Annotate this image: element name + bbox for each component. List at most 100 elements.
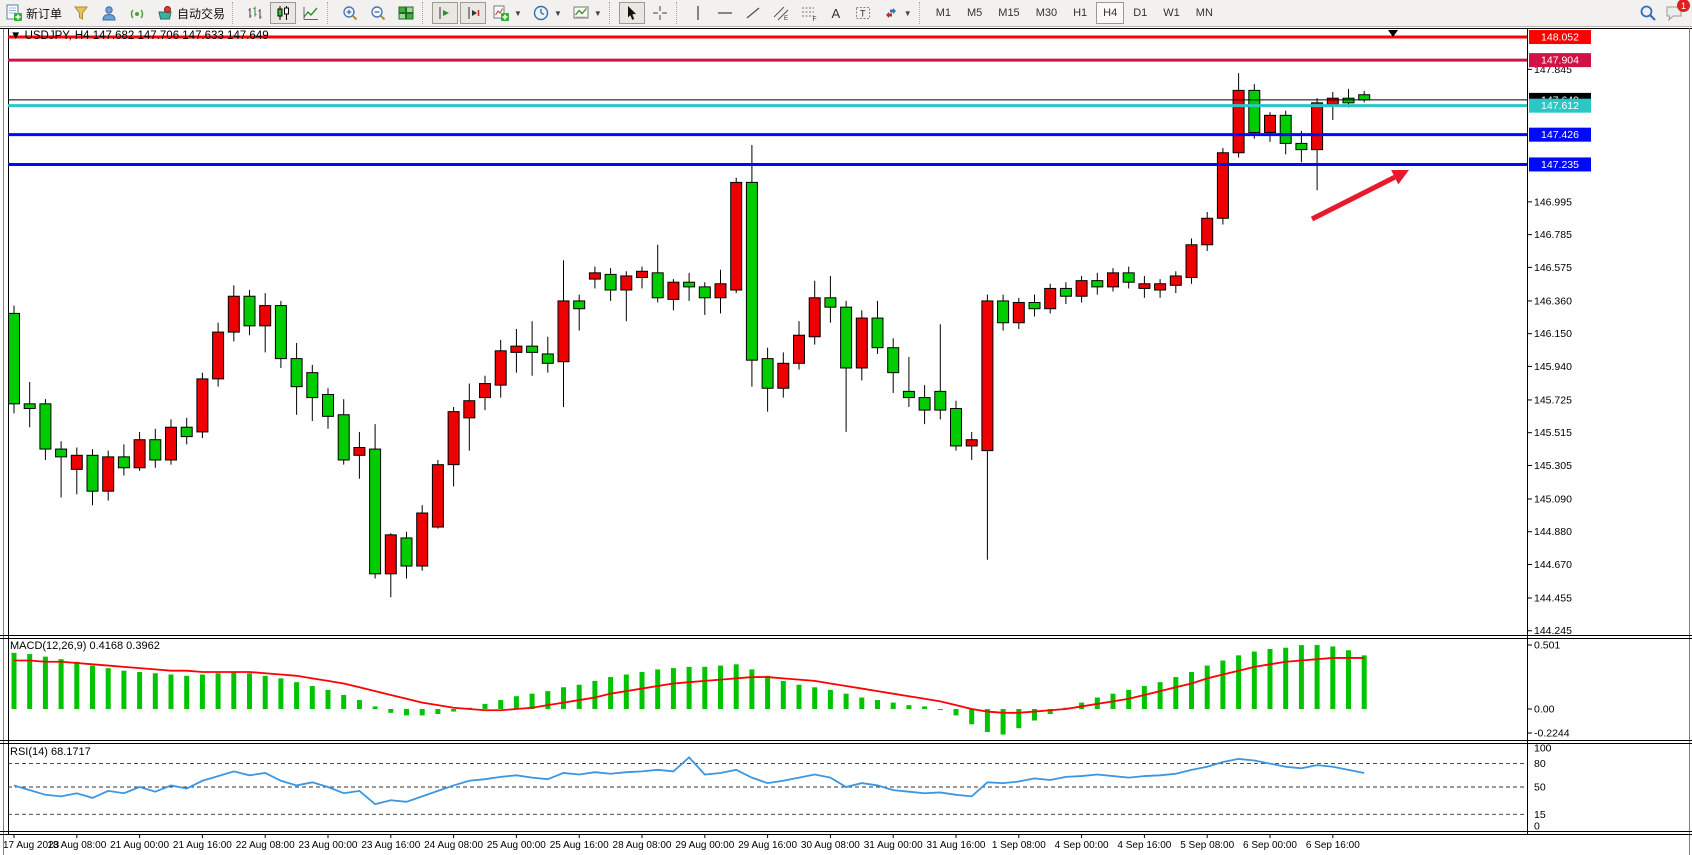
macd-histogram-bar	[859, 697, 865, 709]
chart-window: ▼ USDJPY, H4 147.682 147.706 147.633 147…	[0, 27, 1692, 855]
macd-histogram-bar	[1032, 709, 1037, 721]
candlestick-mode-button[interactable]	[270, 2, 297, 24]
candle-body	[918, 397, 931, 411]
auto-scroll-button[interactable]	[432, 2, 459, 24]
horizontal-line-tool-button[interactable]	[712, 2, 738, 24]
zoom-out-button[interactable]	[365, 2, 391, 24]
candle-body	[1342, 97, 1355, 104]
trendline-tool-button[interactable]	[740, 2, 766, 24]
candle-body	[604, 273, 617, 291]
macd-histogram-bar	[325, 689, 331, 709]
timeframe-m15[interactable]: M15	[998, 7, 1020, 19]
chart-shift-marker[interactable]	[1388, 30, 1398, 37]
candle-body	[1185, 244, 1198, 279]
trendline-icon	[746, 7, 760, 19]
chart-shift-button[interactable]	[460, 2, 487, 24]
zoom-in-button[interactable]	[337, 2, 363, 24]
price-badge	[1529, 30, 1591, 45]
time-axis-label: 6 Sep 00:00	[1243, 840, 1297, 851]
timeframe-m1[interactable]: M1	[935, 7, 951, 19]
timeframe-h1[interactable]: H1	[1073, 7, 1088, 19]
macd-histogram-bar	[58, 659, 64, 709]
ohlc-bars-icon	[248, 6, 262, 19]
price-badge	[1529, 157, 1591, 172]
new-order-button[interactable]: 新订单	[1, 2, 66, 24]
candle-body	[384, 534, 397, 575]
timeframe-d1[interactable]: D1	[1133, 7, 1148, 19]
toolbar-separator	[422, 2, 429, 24]
time-axis-label: 18 Aug 08:00	[47, 840, 106, 851]
indicators-button[interactable]: ▼	[488, 2, 526, 24]
macd-histogram-bar	[42, 656, 48, 709]
quotes-button[interactable]	[68, 2, 94, 24]
candle-body	[997, 300, 1010, 324]
templates-button[interactable]: ▼	[568, 2, 606, 24]
vertical-line-tool-button[interactable]	[686, 2, 710, 24]
auto-trading-label: 自动交易	[177, 6, 226, 21]
timeframe-mn[interactable]: MN	[1195, 7, 1213, 19]
channel-icon: E	[773, 6, 789, 22]
timeframe-m30[interactable]: M30	[1035, 7, 1058, 19]
macd-histogram-bar	[184, 675, 190, 709]
svg-text:T: T	[860, 9, 866, 19]
channel-tool-button[interactable]: E	[768, 2, 794, 24]
macd-histogram-bar	[827, 689, 833, 709]
candle-body	[400, 537, 413, 567]
cursor-tool-button[interactable]	[618, 2, 645, 24]
text-tool-button[interactable]: A	[824, 2, 848, 24]
candle-body	[777, 362, 790, 389]
profile-button[interactable]	[96, 2, 122, 24]
macd-histogram-bar	[545, 691, 551, 709]
macd-histogram-bar	[576, 684, 582, 709]
signal-button[interactable]	[124, 2, 150, 24]
search-icon[interactable]	[1638, 3, 1658, 23]
time-axis-label: 21 Aug 00:00	[110, 840, 169, 851]
macd-histogram-bar	[1330, 646, 1336, 709]
candle-body	[902, 390, 915, 399]
chart-title: ▼ USDJPY, H4 147.682 147.706 147.633 147…	[10, 30, 269, 42]
candle-body	[149, 439, 162, 461]
auto-trading-button[interactable]: 自动交易	[152, 2, 229, 24]
crosshair-tool-button[interactable]	[647, 2, 673, 24]
macd-histogram-bar	[404, 709, 409, 716]
macd-histogram-bar	[1236, 655, 1242, 709]
bar-chart-mode-button[interactable]	[242, 2, 268, 24]
candle-body	[494, 350, 507, 386]
tile-windows-button[interactable]	[393, 2, 419, 24]
rsi-axis-label: 100	[1534, 743, 1552, 755]
candle-body	[1107, 272, 1119, 288]
arrows-tool-button[interactable]: ▼	[878, 2, 916, 24]
price-axis-label: 145.940	[1534, 361, 1572, 373]
timeframe-group: M1 M5 M15 M30 H1 H4 D1 W1 MN	[928, 2, 1221, 24]
macd-histogram-bar	[639, 671, 645, 709]
candle-body	[463, 400, 476, 419]
periods-button[interactable]: ▼	[528, 2, 566, 24]
macd-histogram-bar	[341, 694, 347, 709]
notifications-button[interactable]: 1	[1664, 0, 1690, 23]
price-axis-label: 146.150	[1534, 328, 1572, 340]
timeframe-h4[interactable]: H4	[1096, 2, 1125, 24]
template-icon	[573, 6, 589, 19]
text-label-tool-button[interactable]: T	[850, 2, 876, 24]
macd-histogram-bar	[812, 687, 818, 709]
symbol-dropdown-icon[interactable]: ▼	[10, 30, 25, 42]
candle-body	[1091, 280, 1104, 288]
macd-histogram-bar	[1314, 645, 1320, 709]
timeframe-m5[interactable]: M5	[967, 7, 983, 19]
candle-body	[337, 414, 350, 461]
macd-histogram-bar	[765, 675, 771, 709]
candle-body	[1264, 114, 1276, 133]
fibonacci-tool-button[interactable]: F	[796, 2, 822, 24]
macd-histogram-bar	[953, 709, 959, 716]
text-label-icon: T	[855, 7, 870, 19]
macd-histogram-bar	[1361, 655, 1367, 709]
macd-histogram-bar	[529, 693, 535, 709]
toolbar-separator	[327, 2, 334, 24]
trend-arrow[interactable]	[1310, 174, 1396, 222]
line-chart-mode-button[interactable]	[298, 2, 324, 24]
macd-histogram-bar	[796, 684, 802, 709]
candle-body	[667, 281, 680, 300]
macd-histogram-bar	[1047, 709, 1053, 715]
timeframe-w1[interactable]: W1	[1163, 7, 1180, 19]
candle-body	[353, 447, 366, 456]
